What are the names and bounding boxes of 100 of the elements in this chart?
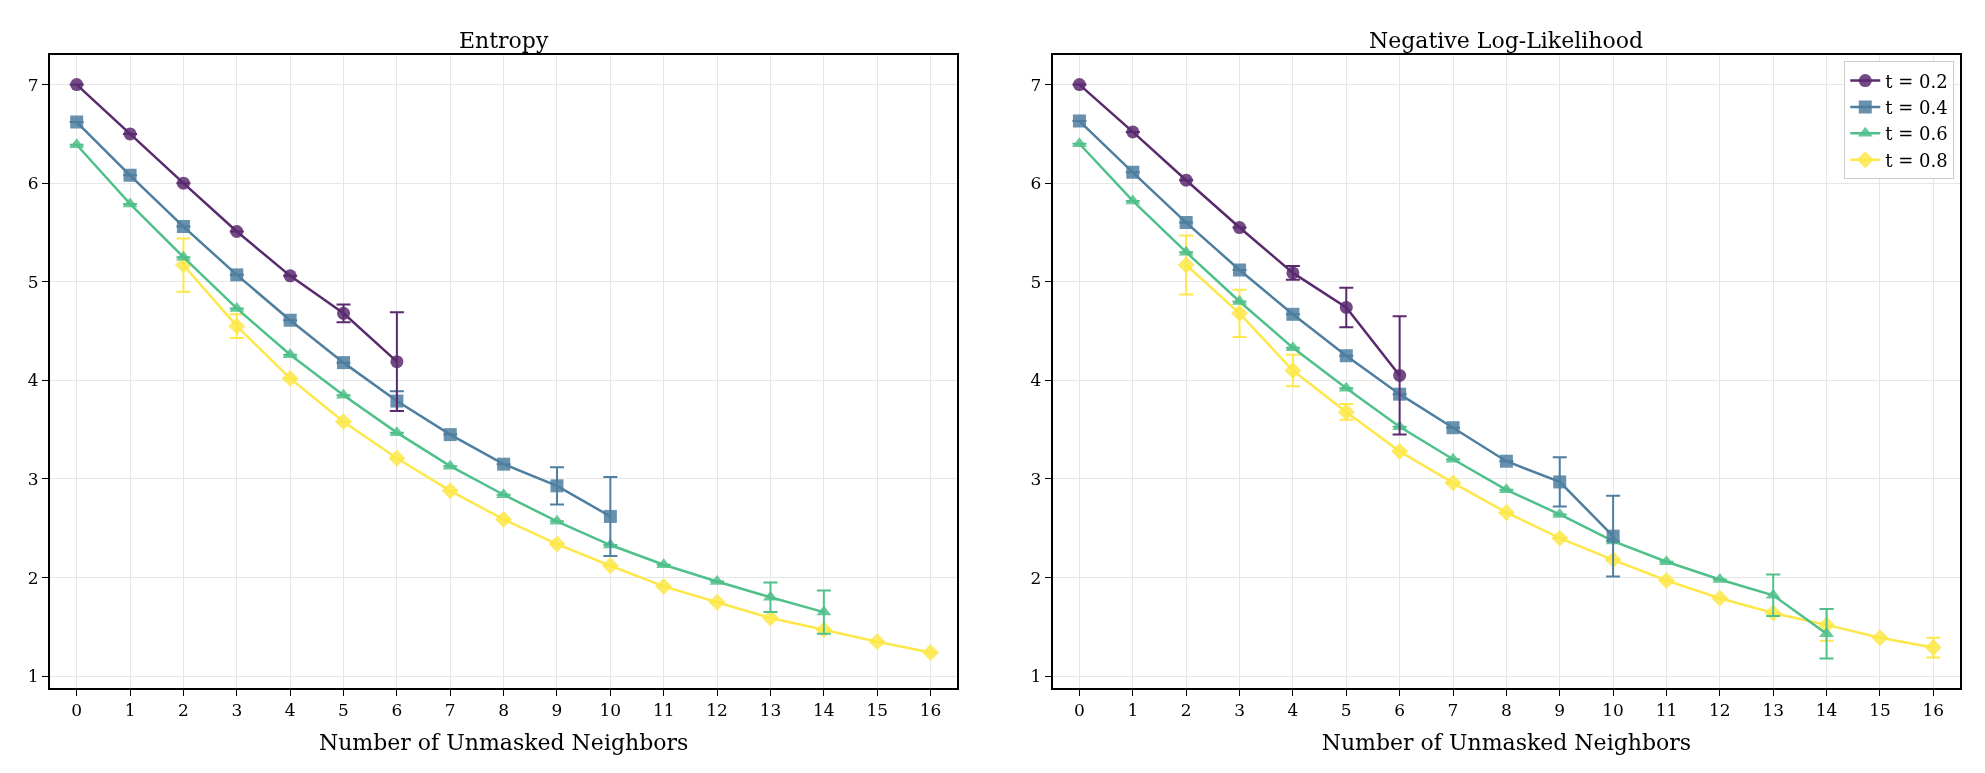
- x-tick-label: 14: [813, 700, 835, 721]
- y-tick-label: 4: [1030, 370, 1042, 391]
- point: [1233, 221, 1247, 235]
- point: [1177, 256, 1195, 274]
- point: [1551, 529, 1569, 547]
- y-tick-label: 3: [27, 468, 39, 489]
- point: [548, 535, 566, 553]
- x-tick-label: 8: [498, 700, 510, 721]
- point: [441, 482, 459, 500]
- point: [601, 557, 619, 575]
- point: [388, 449, 406, 467]
- point: [1126, 125, 1140, 139]
- point: [1233, 263, 1247, 277]
- point: [70, 78, 84, 92]
- point: [1606, 529, 1620, 543]
- y-tick-label: 1: [27, 666, 39, 687]
- y-tick-label: 3: [1030, 468, 1042, 489]
- point: [230, 268, 244, 282]
- chart-title: Negative Log-Likelihood: [1369, 28, 1643, 53]
- point: [1286, 307, 1300, 321]
- point: [603, 509, 617, 523]
- point: [283, 313, 297, 327]
- point: [176, 220, 190, 234]
- x-tick-label: 4: [1287, 700, 1299, 721]
- point: [1871, 629, 1889, 647]
- x-tick-label: 3: [1234, 700, 1245, 721]
- x-tick-label: 5: [338, 700, 349, 721]
- point: [230, 224, 244, 238]
- x-tick-label: 6: [1394, 700, 1406, 721]
- point: [1499, 454, 1513, 468]
- x-tick-label: 15: [866, 700, 889, 721]
- x-tick-label: 12: [706, 700, 728, 721]
- point: [1179, 173, 1193, 187]
- x-tick-label: 8: [1500, 700, 1512, 721]
- x-tick-label: 11: [1655, 700, 1678, 721]
- x-tick-label: 6: [391, 700, 403, 721]
- point: [708, 593, 726, 611]
- x-tick-label: 10: [599, 700, 622, 721]
- point: [1126, 165, 1140, 179]
- point: [228, 317, 246, 335]
- point: [1444, 474, 1462, 492]
- point: [1553, 475, 1567, 489]
- point: [1446, 421, 1460, 435]
- y-tick-label: 6: [1030, 173, 1042, 194]
- x-tick-label: 13: [759, 700, 782, 721]
- point: [1231, 304, 1248, 322]
- x-axis-title: Number of Unmasked Neighbors: [1321, 729, 1692, 755]
- x-tick-label: 1: [124, 700, 136, 721]
- point: [335, 413, 352, 431]
- y-tick-label: 4: [27, 370, 39, 391]
- x-tick-label: 0: [1074, 700, 1085, 721]
- point: [281, 369, 299, 387]
- x-tick-label: 9: [551, 700, 563, 721]
- y-tick-label: 2: [1030, 567, 1042, 588]
- x-tick-label: 16: [919, 700, 942, 721]
- x-axis-title: Number of Unmasked Neighbors: [318, 729, 689, 755]
- x-tick-label: 7: [444, 700, 456, 721]
- x-tick-label: 1: [1127, 700, 1139, 721]
- point: [70, 115, 84, 129]
- x-tick-label: 14: [1815, 700, 1838, 721]
- point: [655, 577, 673, 595]
- x-tick-label: 10: [1602, 700, 1624, 721]
- x-tick-label: 16: [1922, 700, 1945, 721]
- y-tick-label: 1: [1030, 666, 1042, 687]
- point: [443, 428, 457, 442]
- point: [390, 355, 404, 369]
- legend-label: t = 0.4: [1885, 96, 1948, 118]
- y-tick-label: 5: [27, 271, 39, 292]
- x-tick-label: 3: [231, 700, 243, 721]
- point: [1711, 589, 1729, 607]
- y-tick-label: 6: [27, 173, 39, 194]
- x-tick-label: 2: [178, 700, 189, 721]
- legend-label: t = 0.2: [1885, 70, 1948, 92]
- point: [283, 269, 297, 283]
- chart-title: Entropy: [459, 28, 549, 53]
- point: [176, 176, 190, 190]
- point: [1339, 349, 1353, 363]
- point: [868, 633, 886, 651]
- point: [1072, 78, 1086, 92]
- point: [1072, 114, 1086, 128]
- x-tick-label: 15: [1869, 700, 1891, 721]
- y-tick-label: 7: [1030, 74, 1042, 95]
- point: [123, 168, 137, 182]
- legend-label: t = 0.8: [1885, 149, 1948, 171]
- legend-label: t = 0.6: [1885, 123, 1948, 145]
- point: [922, 644, 940, 661]
- x-tick-label: 5: [1340, 700, 1352, 721]
- y-tick-label: 2: [27, 567, 39, 588]
- point: [123, 127, 137, 141]
- y-tick-label: 7: [27, 74, 39, 95]
- point: [1179, 216, 1193, 230]
- x-tick-label: 4: [284, 700, 296, 721]
- point: [495, 510, 513, 528]
- point: [1284, 362, 1302, 379]
- x-tick-label: 2: [1180, 700, 1192, 721]
- point: [1393, 368, 1407, 382]
- point: [1658, 572, 1675, 589]
- x-tick-label: 9: [1554, 700, 1566, 721]
- point: [1497, 504, 1515, 521]
- x-tick-label: 11: [652, 700, 675, 721]
